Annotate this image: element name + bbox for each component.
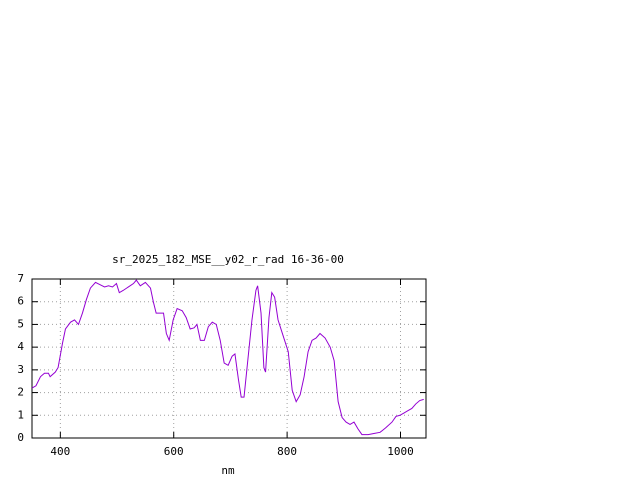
x-tick-label: 1000	[387, 445, 414, 458]
y-tick-label: 7	[17, 272, 24, 285]
y-tick-label: 0	[17, 431, 24, 444]
x-tick-label: 400	[50, 445, 70, 458]
y-tick-label: 6	[17, 295, 24, 308]
x-tick-label: 600	[164, 445, 184, 458]
y-tick-label: 1	[17, 408, 24, 421]
x-axis-label: nm	[221, 464, 235, 477]
plot-frame	[31, 278, 427, 439]
y-tick-label: 2	[17, 386, 24, 399]
y-tick-label: 4	[17, 340, 24, 353]
y-tick-label: 3	[17, 363, 24, 376]
data-line	[31, 279, 424, 436]
chart-title: sr_2025_182_MSE__y02_r_rad 16-36-00	[112, 253, 344, 266]
y-tick-label: 5	[17, 317, 24, 330]
x-tick-label: 800	[277, 445, 297, 458]
